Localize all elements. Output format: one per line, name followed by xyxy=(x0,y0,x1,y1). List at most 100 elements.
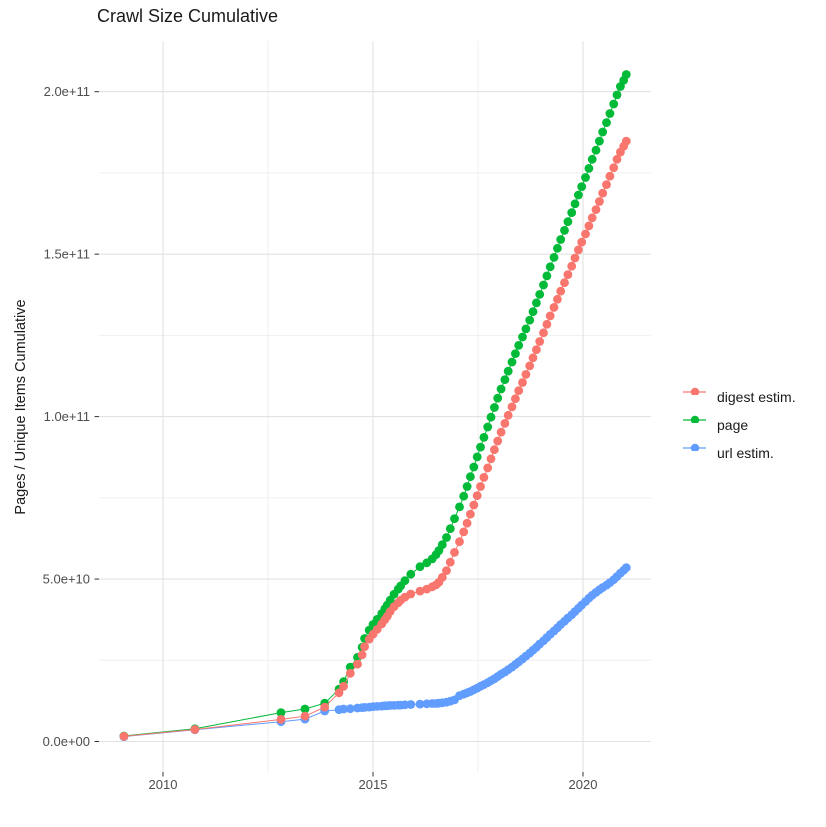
data-point-digest-estim xyxy=(406,589,416,599)
y-tick-label-2.0e+11: 2.0e+11 xyxy=(44,84,90,99)
data-point-digest-estim xyxy=(462,518,472,528)
data-point-page xyxy=(539,280,548,290)
data-point-digest-estim xyxy=(496,427,506,437)
data-point-digest-estim xyxy=(612,154,622,164)
data-point-page xyxy=(496,384,506,394)
data-point-page xyxy=(514,341,524,350)
data-point-digest-estim xyxy=(437,573,447,582)
data-point-page xyxy=(450,514,459,523)
data-point-page xyxy=(556,235,566,244)
data-point-digest-estim xyxy=(602,180,611,190)
series-page xyxy=(119,70,631,741)
x-tick-label-2010: 2010 xyxy=(149,777,178,792)
data-point-digest-estim xyxy=(450,548,459,557)
data-point-digest-estim xyxy=(300,711,310,721)
data-point-page xyxy=(500,375,510,384)
data-point-digest-estim xyxy=(276,715,286,724)
data-point-page xyxy=(442,533,451,542)
data-point-url-estim xyxy=(415,699,425,709)
data-point-digest-estim xyxy=(539,328,548,338)
data-point-digest-estim xyxy=(479,473,489,482)
data-point-page xyxy=(521,324,531,334)
data-point-page xyxy=(507,357,517,367)
data-point-digest-estim xyxy=(563,270,573,279)
data-point-digest-estim xyxy=(357,650,367,660)
data-point-page xyxy=(621,70,631,79)
data-point-url-estim xyxy=(345,704,355,714)
data-point-page xyxy=(609,99,619,109)
data-point-page xyxy=(598,127,608,137)
data-point-page xyxy=(584,164,594,173)
data-point-page xyxy=(542,271,552,281)
data-point-page xyxy=(570,199,580,209)
data-point-digest-estim xyxy=(521,370,531,379)
data-point-digest-estim xyxy=(535,337,545,346)
data-point-page xyxy=(472,452,482,462)
data-point-digest-estim xyxy=(490,445,499,455)
data-point-digest-estim xyxy=(459,527,469,537)
data-point-page xyxy=(591,145,601,155)
data-point-page xyxy=(455,502,464,512)
data-point-page xyxy=(276,708,286,717)
data-point-page xyxy=(400,576,410,586)
data-point-digest-estim xyxy=(514,386,524,395)
data-point-digest-estim xyxy=(442,566,451,575)
data-point-page xyxy=(476,442,485,452)
data-point-digest-estim xyxy=(119,731,129,741)
x-tick-label-2020: 2020 xyxy=(569,777,598,792)
data-point-digest-estim xyxy=(320,702,330,712)
data-point-page xyxy=(345,662,355,672)
data-point-digest-estim xyxy=(525,361,535,371)
data-point-digest-estim xyxy=(567,261,577,271)
data-point-digest-estim xyxy=(598,188,608,198)
data-point-digest-estim xyxy=(334,688,344,698)
data-point-page xyxy=(459,491,469,501)
data-point-page xyxy=(612,90,622,100)
data-point-page xyxy=(549,253,559,262)
data-point-page xyxy=(445,524,455,534)
data-point-page xyxy=(560,226,569,235)
data-point-page xyxy=(605,109,615,118)
y-tick-label-5.0e+10: 5.0e+10 xyxy=(43,572,90,587)
data-point-page xyxy=(483,422,493,432)
data-point-digest-estim xyxy=(511,394,520,404)
data-point-digest-estim xyxy=(581,229,590,239)
y-tick-label-1.5e+11: 1.5e+11 xyxy=(44,247,90,262)
data-point-digest-estim xyxy=(528,353,538,363)
data-point-digest-estim xyxy=(445,557,455,567)
data-point-page xyxy=(479,433,489,442)
data-point-digest-estim xyxy=(507,402,517,412)
chart-title: Crawl Size Cumulative xyxy=(97,6,279,26)
data-point-digest-estim xyxy=(549,303,559,312)
data-point-digest-estim xyxy=(345,668,355,678)
data-point-digest-estim xyxy=(455,537,464,547)
y-tick-label-0.0e+00: 0.0e+00 xyxy=(43,734,90,749)
data-point-digest-estim xyxy=(360,642,369,651)
data-point-digest-estim xyxy=(518,378,527,387)
data-point-digest-estim xyxy=(339,681,348,691)
data-point-digest-estim xyxy=(577,237,587,247)
data-point-page xyxy=(525,315,535,325)
data-point-digest-estim xyxy=(532,345,541,355)
data-point-digest-estim xyxy=(486,454,496,464)
x-tick-label-2015: 2015 xyxy=(359,777,388,792)
series-url-estim xyxy=(119,563,631,741)
data-point-digest-estim xyxy=(560,278,569,288)
data-point-page xyxy=(577,182,587,192)
data-point-digest-estim xyxy=(493,436,503,446)
data-point-page xyxy=(532,298,541,308)
data-point-digest-estim xyxy=(483,463,493,473)
data-point-page xyxy=(486,412,496,422)
data-point-page xyxy=(466,472,475,482)
data-point-page xyxy=(567,208,577,218)
data-point-digest-estim xyxy=(542,319,552,329)
data-point-page xyxy=(535,290,545,299)
data-point-page xyxy=(563,217,573,227)
data-point-page xyxy=(493,393,503,403)
series-line-url-estim xyxy=(123,567,627,738)
data-point-digest-estim xyxy=(584,221,594,231)
data-point-page xyxy=(415,562,425,572)
y-tick-label-1.0e+11: 1.0e+11 xyxy=(44,409,90,424)
